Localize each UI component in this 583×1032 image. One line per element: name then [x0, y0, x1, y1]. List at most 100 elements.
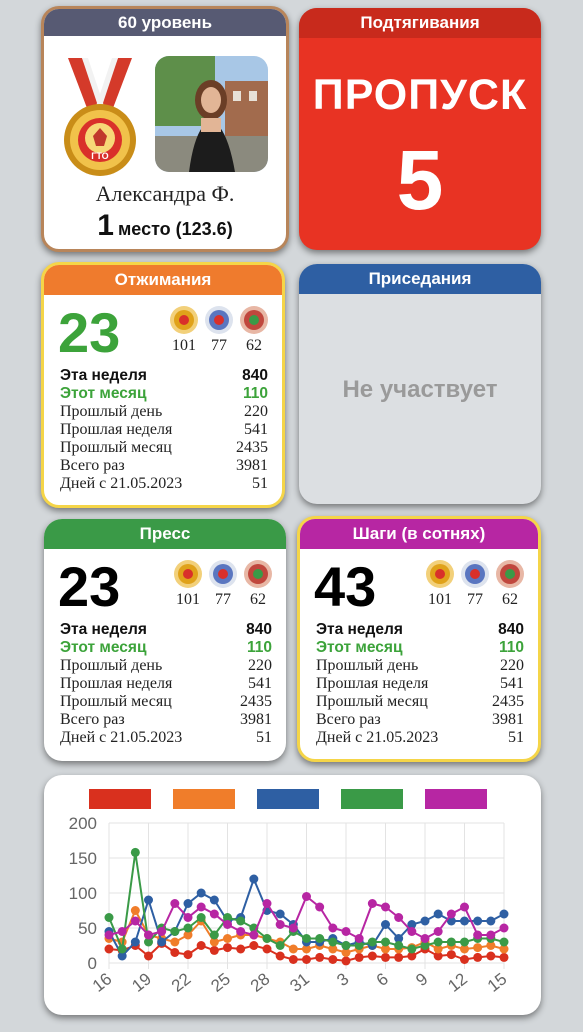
data-point: [420, 916, 430, 926]
data-point: [236, 916, 246, 926]
data-point: [433, 951, 443, 961]
steps-title: Шаги (в сотнях): [300, 519, 538, 549]
pushups-card[interactable]: Отжимания 23 101 77 62 Эта неделя 840 Это…: [41, 262, 285, 508]
stat-row: Этот месяц 110: [60, 639, 272, 656]
data-point: [473, 916, 483, 926]
pushups-stats: Эта неделя 840 Этот месяц 110 Прошлый день…: [60, 367, 268, 493]
x-tick-label: 25: [207, 969, 234, 996]
data-point: [499, 952, 509, 962]
data-point: [236, 927, 246, 936]
stat-row: Прошлый месяц 2435: [60, 693, 272, 710]
squats-status: Не участвует: [342, 376, 498, 403]
data-point: [209, 937, 219, 947]
data-point: [341, 927, 351, 936]
data-point: [249, 930, 259, 940]
stat-row: Дней с 21.05.2023 51: [60, 729, 272, 746]
data-point: [433, 927, 443, 936]
x-tick-label: 9: [412, 969, 431, 990]
data-point: [460, 944, 469, 954]
data-point: [104, 913, 114, 922]
pushups-badges: 101 77 62: [168, 305, 270, 355]
stat-row: Всего раз 3981: [60, 711, 272, 728]
stat-row: Прошлая неделя 541: [316, 675, 524, 692]
data-point: [354, 934, 364, 943]
data-point: [473, 943, 483, 953]
steps-card[interactable]: Шаги (в сотнях) 43 101 77 62 Эта неделя 8…: [297, 516, 541, 762]
data-point: [209, 945, 219, 955]
data-point: [381, 920, 390, 929]
data-point: [130, 847, 140, 857]
data-point: [157, 937, 167, 947]
data-point: [262, 934, 272, 943]
stat-row: Прошлый день 220: [60, 657, 272, 674]
data-point: [446, 937, 456, 947]
gold-badge-icon: [426, 560, 454, 588]
x-tick-label: 6: [373, 969, 392, 990]
profile-level: 60 уровень: [44, 9, 286, 36]
badge-bronze-count: 62: [502, 591, 518, 608]
skip-count: 5: [396, 133, 444, 227]
data-point: [223, 943, 232, 953]
data-point: [446, 950, 456, 960]
data-point: [486, 941, 496, 950]
data-point: [249, 941, 259, 950]
user-place: 1 место (123.6): [44, 209, 286, 243]
badge-gold-count: 101: [428, 591, 452, 608]
press-card[interactable]: Пресс 23 101 77 62 Эта неделя 840 Этот ме…: [44, 519, 286, 761]
data-point: [381, 902, 390, 912]
data-point: [354, 952, 364, 962]
legend-swatch: [425, 789, 487, 809]
x-tick-label: 28: [247, 969, 274, 996]
data-point: [183, 930, 193, 940]
stat-row: Всего раз 3981: [60, 457, 268, 474]
data-point: [460, 916, 469, 926]
pushups-value: 23: [58, 301, 121, 364]
press-value: 23: [58, 555, 121, 618]
data-point: [223, 934, 232, 943]
badge-gold-count: 101: [172, 337, 196, 354]
data-point: [196, 902, 206, 912]
data-point: [407, 944, 417, 954]
avatar[interactable]: [155, 56, 268, 172]
badge-silver-count: 77: [211, 337, 227, 354]
data-point: [486, 951, 496, 961]
data-point: [144, 930, 153, 940]
badge-bronze-count: 62: [246, 337, 262, 354]
data-point: [196, 888, 206, 898]
skip-status: ПРОПУСК: [312, 71, 528, 119]
data-point: [394, 952, 404, 962]
bronze-badge-icon: [244, 560, 272, 588]
data-point: [420, 934, 430, 943]
data-point: [407, 951, 417, 961]
data-point: [381, 937, 390, 947]
data-point: [486, 930, 496, 940]
data-point: [499, 944, 509, 954]
gold-badge-icon: [170, 306, 198, 334]
x-tick-label: 16: [89, 969, 116, 996]
data-point: [157, 927, 167, 936]
data-point: [473, 952, 483, 962]
data-point: [315, 934, 325, 943]
badge-silver-count: 77: [215, 591, 231, 608]
pullups-title: Подтягивания: [299, 8, 541, 38]
squats-card[interactable]: Приседания Не участвует: [299, 264, 541, 504]
steps-value: 43: [314, 555, 377, 618]
data-point: [130, 937, 140, 947]
profile-card: 60 уровень ГТО Александра Ф. 1 место (123…: [41, 6, 289, 252]
stat-row: Эта неделя 840: [60, 621, 272, 638]
data-point: [183, 913, 193, 922]
data-point: [262, 944, 272, 954]
data-point: [460, 955, 469, 964]
pullups-card[interactable]: Подтягивания ПРОПУСК 5: [299, 8, 541, 250]
data-point: [183, 950, 193, 960]
bronze-badge-icon: [496, 560, 524, 588]
data-point: [249, 874, 259, 884]
steps-stats: Эта неделя 840 Этот месяц 110 Прошлый день…: [316, 621, 524, 747]
stat-row: Дней с 21.05.2023 51: [60, 475, 268, 492]
badge-silver-count: 77: [467, 591, 483, 608]
data-point: [170, 937, 180, 947]
bronze-badge-icon: [240, 306, 268, 334]
gold-badge-icon: [174, 560, 202, 588]
y-tick-label: 0: [88, 954, 97, 973]
data-point: [328, 923, 338, 933]
